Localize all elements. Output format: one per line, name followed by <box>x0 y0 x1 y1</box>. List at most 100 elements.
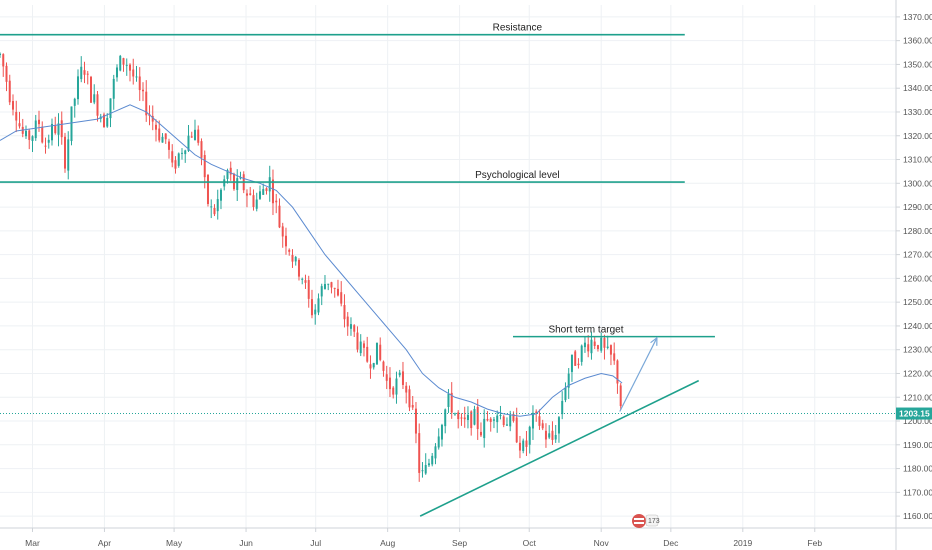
candle-body <box>125 64 128 66</box>
xtick-label[interactable]: Mar <box>25 538 40 548</box>
candle <box>288 248 291 256</box>
ytick-label: 1210.00 <box>903 392 932 402</box>
candle-body <box>522 440 525 452</box>
ytick-label: 1160.00 <box>903 511 932 521</box>
xtick-label[interactable]: 2019 <box>733 538 752 548</box>
candle <box>434 443 437 465</box>
candle <box>382 360 385 377</box>
candle-body <box>96 94 99 116</box>
candle <box>255 192 258 212</box>
candle <box>265 187 268 195</box>
candle-body <box>418 433 421 473</box>
candle <box>551 421 554 445</box>
xtick-label[interactable]: Apr <box>98 538 111 548</box>
candle-body <box>164 133 167 140</box>
ytick-label: 1270.00 <box>903 250 932 260</box>
candle-body <box>288 249 291 252</box>
candle <box>83 61 86 84</box>
projection-arrow[interactable] <box>619 336 658 412</box>
candle <box>21 118 24 138</box>
xtick-label[interactable]: Dec <box>663 538 679 548</box>
candle <box>544 423 547 448</box>
candle <box>496 410 499 433</box>
candle <box>518 435 521 459</box>
candle-body <box>356 332 359 350</box>
candle-body <box>132 69 135 77</box>
level-label: Resistance <box>493 23 543 34</box>
xtick-label[interactable]: Nov <box>594 538 610 548</box>
candle-body <box>388 377 391 390</box>
candle-body <box>34 120 37 139</box>
candle-body <box>268 177 271 192</box>
ytick-label: 1350.00 <box>903 59 932 69</box>
candle <box>93 84 96 105</box>
candle <box>502 415 505 428</box>
candle-body <box>427 463 430 466</box>
candle-body <box>528 426 531 445</box>
candle <box>453 412 456 416</box>
ytick-label: 1370.00 <box>903 12 932 22</box>
xtick-label[interactable]: Jun <box>239 538 253 548</box>
candle <box>102 112 105 128</box>
candle <box>252 189 255 211</box>
price-axis[interactable] <box>896 0 932 550</box>
candle <box>122 57 125 72</box>
candle <box>505 417 508 426</box>
candle-body <box>551 430 554 440</box>
us-flag-event-icon[interactable]: 173 <box>632 514 660 528</box>
candle <box>327 283 330 291</box>
candle <box>314 304 317 325</box>
candle-body <box>63 136 66 169</box>
candle <box>570 354 573 382</box>
candle <box>236 169 239 202</box>
candle-body <box>206 174 209 204</box>
candle <box>245 189 248 208</box>
candle <box>174 156 177 174</box>
candle-body <box>437 436 440 448</box>
candle <box>249 186 252 196</box>
xtick-label[interactable]: Feb <box>807 538 822 548</box>
candle-body <box>138 76 141 91</box>
candle <box>317 293 320 316</box>
candle <box>177 152 180 168</box>
candle-body <box>255 199 258 209</box>
candle-body <box>580 345 583 362</box>
candle-body <box>2 54 5 67</box>
candle-body <box>385 374 388 381</box>
candle-body <box>463 417 466 420</box>
candle <box>336 279 339 297</box>
xtick-label[interactable]: Oct <box>523 538 537 548</box>
candle <box>593 337 596 350</box>
ascending-trendline[interactable] <box>419 379 700 517</box>
candle <box>138 67 141 101</box>
ytick-label: 1220.00 <box>903 368 932 378</box>
candle <box>24 125 27 139</box>
candle <box>359 334 362 357</box>
candle-body <box>401 371 404 385</box>
xtick-label[interactable]: Sep <box>452 538 467 548</box>
ytick-label: 1340.00 <box>903 83 932 93</box>
candle <box>414 401 417 444</box>
candle <box>80 56 83 83</box>
svg-text:173: 173 <box>648 518 660 525</box>
candle <box>356 326 359 353</box>
time-axis-ticks[interactable]: Mar Apr May Jun Jul Aug Sep Oct Nov Dec 2019 Feb <box>25 528 822 548</box>
candle <box>473 405 476 426</box>
candle-body <box>414 408 417 434</box>
xtick-label[interactable]: May <box>166 538 183 548</box>
candle <box>154 119 157 142</box>
xtick-label[interactable]: Aug <box>380 538 395 548</box>
candle <box>89 75 92 103</box>
candle <box>483 409 486 448</box>
candle-body <box>31 136 34 141</box>
candle <box>528 425 531 454</box>
candle-body <box>190 136 193 138</box>
candle <box>554 424 557 443</box>
candle-body <box>457 412 460 420</box>
candle-body <box>226 170 229 179</box>
candle <box>440 423 443 447</box>
xtick-label[interactable]: Jul <box>310 538 321 548</box>
candle <box>489 417 492 432</box>
horizontal-levels[interactable]: Resistance Psychological level Short term … <box>0 23 715 338</box>
